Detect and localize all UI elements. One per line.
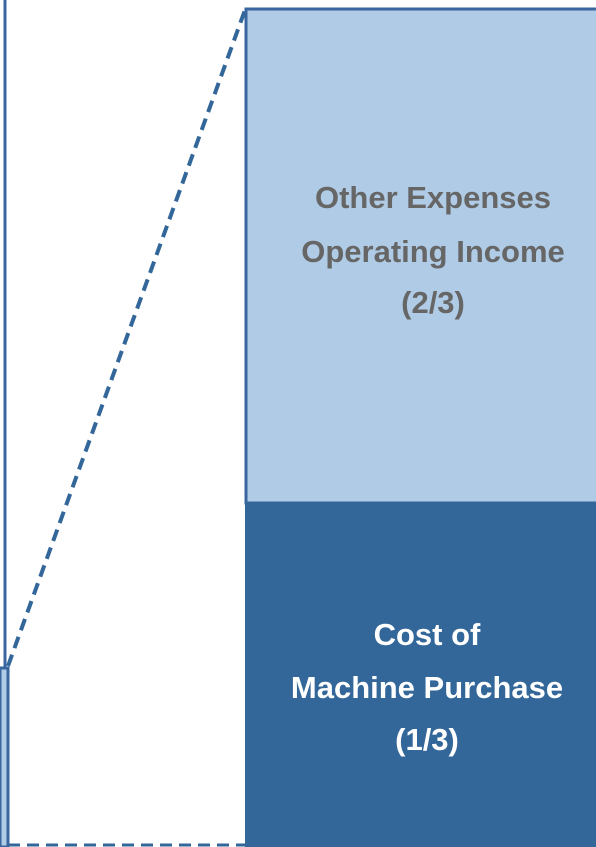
segment-label: (2/3)	[401, 285, 465, 320]
segment-top	[244, 7, 596, 505]
segment-label: Operating Income	[301, 234, 565, 269]
segment-label: Other Expenses	[315, 180, 551, 215]
segment-label: Cost of	[374, 617, 481, 652]
segment-label: Machine Purchase	[291, 670, 563, 705]
segment-label: (1/3)	[395, 722, 459, 757]
segment-bottom	[245, 502, 596, 847]
connector-top	[6, 9, 247, 667]
left-bar-segment	[0, 666, 10, 847]
